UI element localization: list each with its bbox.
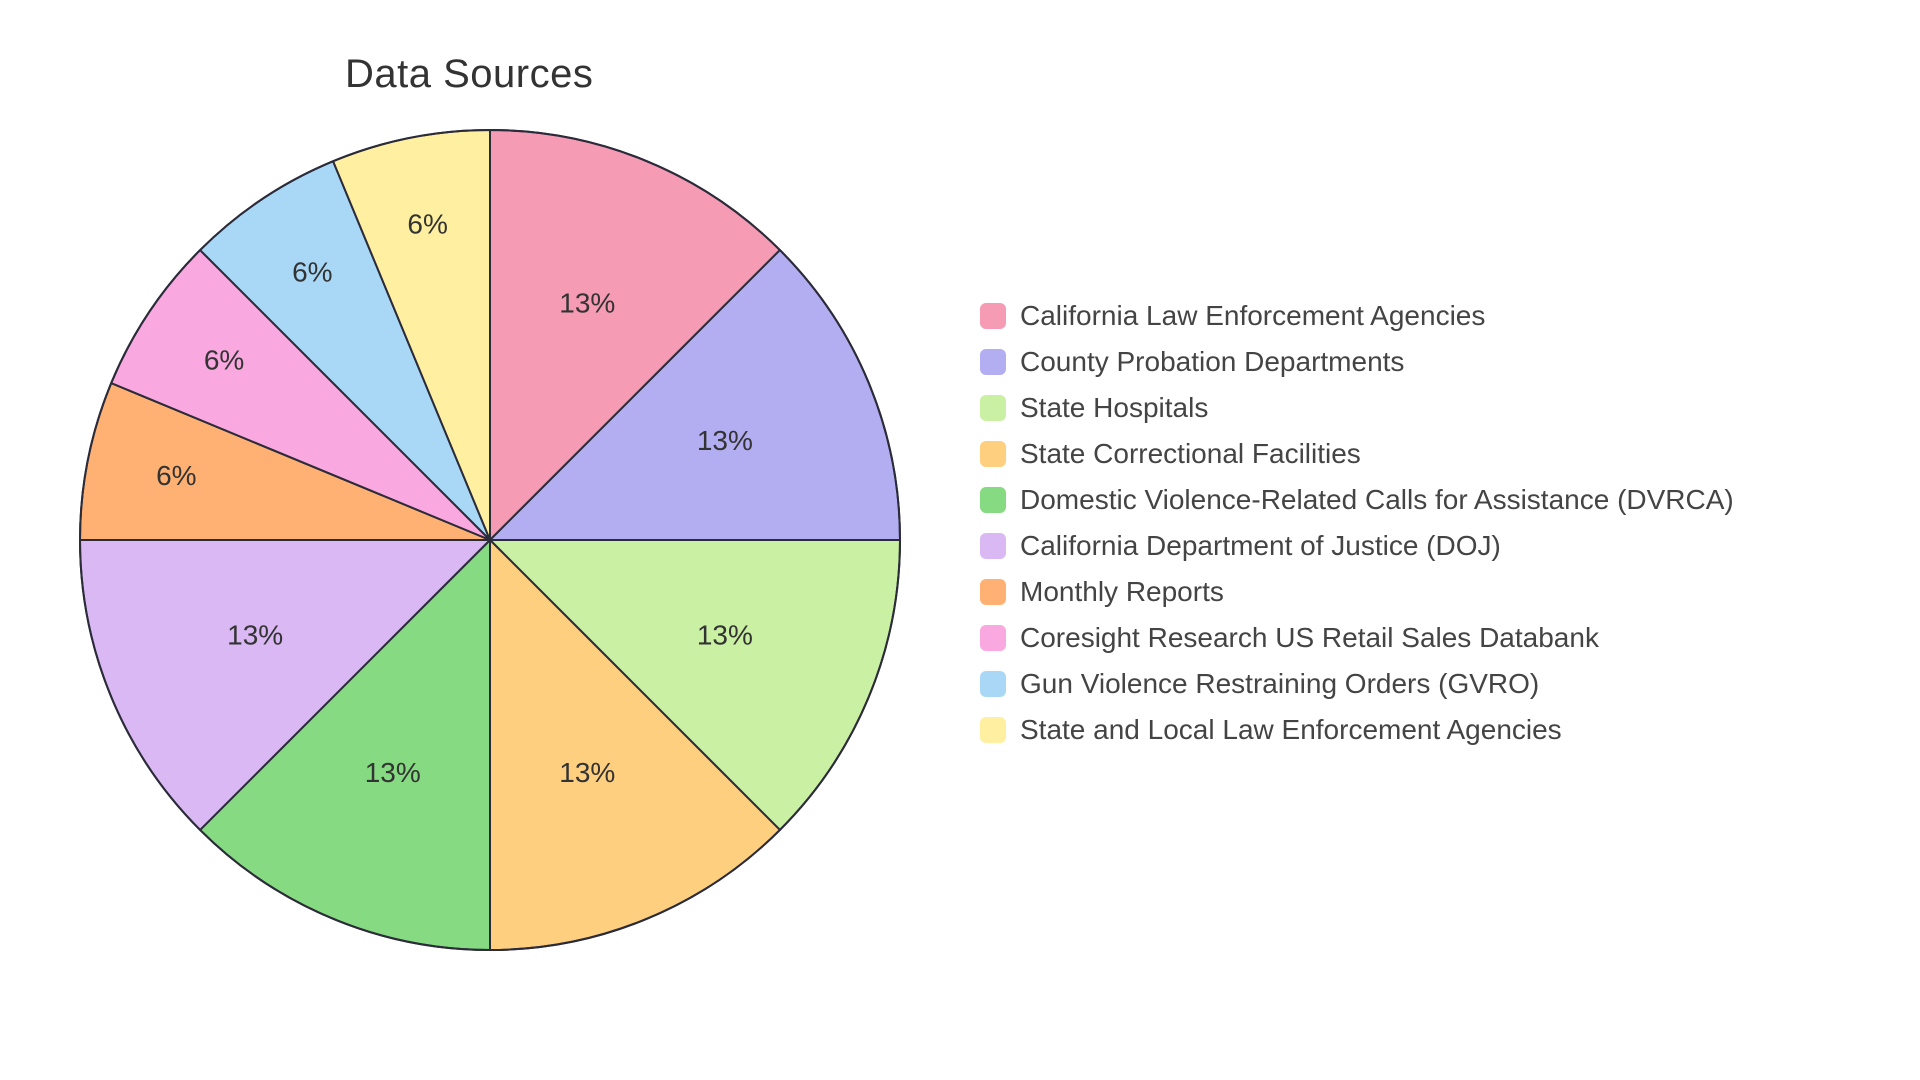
slice-percent-label: 13%	[697, 620, 753, 651]
legend-swatch	[980, 579, 1006, 605]
legend-item: California Department of Justice (DOJ)	[980, 530, 1734, 562]
slice-percent-label: 6%	[407, 209, 447, 240]
legend-label: California Law Enforcement Agencies	[1020, 300, 1485, 332]
legend-label: State and Local Law Enforcement Agencies	[1020, 714, 1562, 746]
legend-item: Monthly Reports	[980, 576, 1734, 608]
legend-item: Coresight Research US Retail Sales Datab…	[980, 622, 1734, 654]
legend-swatch	[980, 349, 1006, 375]
legend-item: Domestic Violence-Related Calls for Assi…	[980, 484, 1734, 516]
slice-percent-label: 6%	[292, 256, 332, 287]
legend-swatch	[980, 441, 1006, 467]
legend-item: Gun Violence Restraining Orders (GVRO)	[980, 668, 1734, 700]
legend-swatch	[980, 671, 1006, 697]
legend-label: State Correctional Facilities	[1020, 438, 1361, 470]
chart-stage: Data Sources 13%13%13%13%13%13%6%6%6%6% …	[0, 0, 1920, 1080]
pie-chart: 13% 13% 13% 13% 13% 13% 6% 6% 6% 6%	[0, 0, 920, 975]
legend-swatch	[980, 395, 1006, 421]
legend-label: County Probation Departments	[1020, 346, 1404, 378]
slice-percent-label: 13%	[559, 288, 615, 319]
slice-percent-label: 13%	[559, 757, 615, 788]
legend-swatch	[980, 303, 1006, 329]
slice-percent-label: 13%	[227, 620, 283, 651]
legend-label: State Hospitals	[1020, 392, 1208, 424]
legend-label: Coresight Research US Retail Sales Datab…	[1020, 622, 1599, 654]
legend-item: State Hospitals	[980, 392, 1734, 424]
legend-label: Gun Violence Restraining Orders (GVRO)	[1020, 668, 1539, 700]
legend-label: California Department of Justice (DOJ)	[1020, 530, 1501, 562]
legend-item: State Correctional Facilities	[980, 438, 1734, 470]
legend-item: County Probation Departments	[980, 346, 1734, 378]
legend-swatch	[980, 717, 1006, 743]
legend-swatch	[980, 487, 1006, 513]
slice-percent-label: 6%	[156, 460, 196, 491]
slice-percent-label: 13%	[365, 757, 421, 788]
slice-percent-label: 6%	[204, 345, 244, 376]
legend-swatch	[980, 533, 1006, 559]
legend-label: Domestic Violence-Related Calls for Assi…	[1020, 484, 1734, 516]
legend: California Law Enforcement Agencies Count…	[980, 300, 1734, 746]
legend-label: Monthly Reports	[1020, 576, 1224, 608]
slice-percent-label: 13%	[697, 425, 753, 456]
legend-item: California Law Enforcement Agencies	[980, 300, 1734, 332]
legend-item: State and Local Law Enforcement Agencies	[980, 714, 1734, 746]
legend-swatch	[980, 625, 1006, 651]
